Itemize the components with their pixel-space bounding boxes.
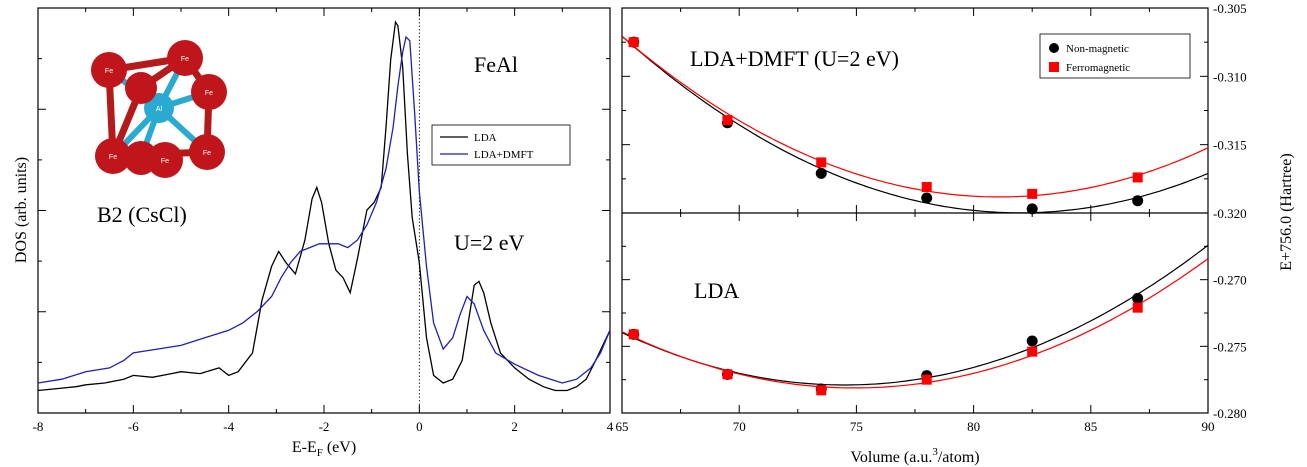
legend-label-non-magnetic: Non-magnetic: [1066, 43, 1129, 55]
lda-non-magnetic-point: [1132, 292, 1144, 304]
x-tick-label: -8: [33, 419, 44, 434]
fe-atom-label: Fe: [105, 68, 113, 75]
dmft-non-magnetic-point: [815, 167, 827, 179]
lda-panel-title: LDA: [694, 278, 739, 303]
lda-ferromagnetic-point: [816, 385, 827, 396]
x-tick-label: 85: [1084, 419, 1097, 434]
dos-legend: LDA LDA+DMFT: [431, 124, 571, 166]
dmft-ferromagnetic-point: [816, 157, 827, 168]
structure-label: B2 (CsCl): [97, 202, 187, 227]
dmft-non-magnetic-point: [1132, 195, 1144, 207]
dmft-ferromagnetic-point: [722, 115, 733, 126]
fe-atom: [167, 40, 203, 76]
fe-atom-label: Fe: [203, 150, 211, 157]
interaction-label: U=2 eV: [454, 230, 525, 255]
x-tick-label: 4: [607, 419, 614, 434]
crystal-structure-image: Al Fe Fe Fe Fe Fe Fe: [91, 40, 227, 178]
lda-ferromagnetic-point: [921, 374, 932, 385]
al-atom: [144, 93, 174, 123]
dmft-non-magnetic-point: [921, 192, 933, 204]
fe-atom-label: Fe: [181, 56, 189, 63]
fe-atom: [147, 142, 183, 178]
x-tick-label: -2: [319, 419, 330, 434]
legend-marker-ferromagnetic: [1049, 62, 1059, 72]
lda-ferromagnetic-point: [1132, 302, 1143, 313]
dmft-ferromagnetic-fit-curve: [621, 35, 1209, 198]
fe-atom-label: Fe: [161, 158, 169, 165]
y-tick-label: -0.315: [1213, 138, 1247, 153]
y-tick-label: -0.320: [1213, 206, 1247, 221]
fe-atom: [125, 72, 157, 104]
legend-label-ferromagnetic: Ferromagnetic: [1066, 62, 1130, 74]
ev-x-axis-label: Volume (a.u.3/atom): [850, 446, 979, 466]
dmft-non-magnetic-fit-curve: [621, 35, 1209, 214]
dos-panel: -8 -6 -4 -2 0 2 4 Al: [13, 7, 614, 459]
x-tick-label: -6: [128, 419, 139, 434]
material-label: FeAl: [474, 52, 518, 77]
dmft-ferromagnetic-point: [628, 37, 639, 48]
series-lda-dmft-line: [37, 35, 611, 384]
fe-atom: [191, 74, 227, 110]
ev-legend: Non-magnetic Ferromagnetic: [1039, 33, 1191, 79]
dmft-ferromagnetic-point: [1027, 188, 1038, 199]
y-tick-label: -0.275: [1213, 339, 1247, 354]
series-lda-line: [37, 20, 611, 392]
x-tick-label: 75: [850, 419, 863, 434]
al-atom-label: Al: [156, 106, 163, 113]
fe-atom: [91, 52, 127, 88]
y-tick-label: -0.305: [1213, 1, 1247, 16]
x-tick-label: 0: [416, 419, 423, 434]
dmft-ferromagnetic-point: [921, 182, 932, 193]
lda-ferromagnetic-point: [722, 369, 733, 380]
lda-ferromagnetic-point: [1027, 346, 1038, 357]
fe-atom: [189, 134, 225, 170]
lda-ferromagnetic-fit-curve: [621, 258, 1209, 389]
x-tick-label: 65: [616, 419, 629, 434]
dmft-panel-title: LDA+DMFT (U=2 eV): [690, 46, 899, 71]
y-tick-label: -0.280: [1213, 406, 1247, 421]
dos-x-axis-label: E-EF (eV): [292, 439, 356, 459]
ev-y-axis-label: E+756.0 (Hartree): [1278, 153, 1295, 270]
lda-non-magnetic-point: [1026, 335, 1038, 347]
energy-volume-panel: -0.320 -0.315 -0.310 -0.305 -0.280 -0.275 -0.2…: [616, 1, 1296, 466]
x-tick-label: 80: [967, 419, 980, 434]
x-tick-label: 2: [511, 419, 518, 434]
y-tick-label: -0.270: [1213, 273, 1247, 288]
legend-label-lda-dmft: LDA+DMFT: [474, 149, 534, 161]
legend-marker-non-magnetic: [1049, 43, 1059, 53]
x-tick-label: 70: [733, 419, 746, 434]
dmft-ferromagnetic-point: [1132, 172, 1143, 183]
lda-ferromagnetic-point: [628, 329, 639, 340]
x-tick-label: 90: [1202, 419, 1215, 434]
dmft-non-magnetic-point: [1026, 203, 1038, 215]
x-tick-label: -4: [223, 419, 234, 434]
legend-label-lda: LDA: [474, 132, 497, 144]
fe-atom-label: Fe: [109, 154, 117, 161]
dos-y-axis-label: DOS (arb. units): [13, 157, 30, 263]
fe-atom: [95, 138, 131, 174]
y-tick-label: -0.310: [1213, 69, 1247, 84]
fe-atom-label: Fe: [205, 90, 213, 97]
